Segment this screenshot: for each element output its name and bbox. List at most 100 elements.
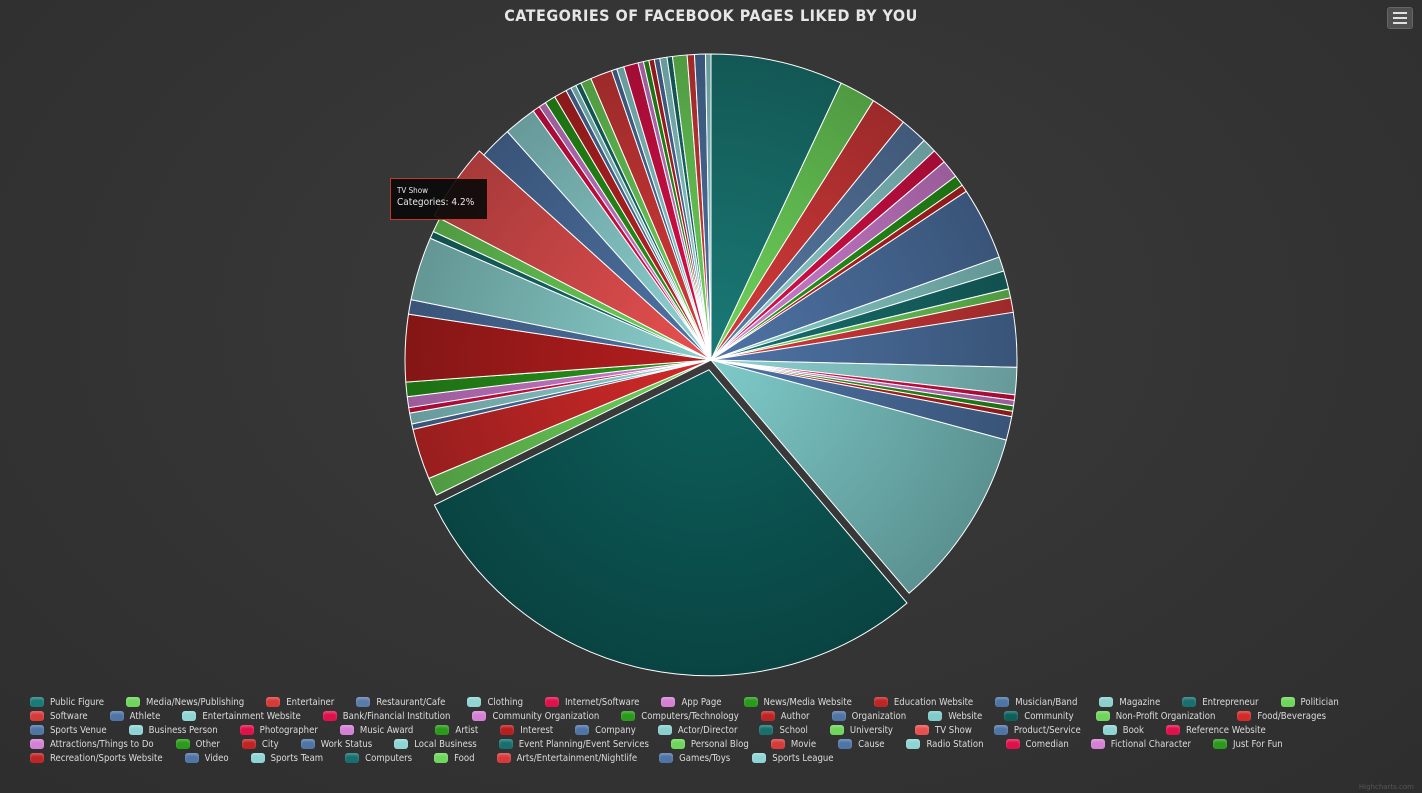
legend-swatch (467, 697, 482, 707)
legend-swatch (657, 725, 672, 735)
hamburger-menu-icon[interactable] (1387, 7, 1413, 29)
legend-item[interactable]: Food (434, 751, 475, 765)
legend-label: Software (50, 710, 88, 722)
legend-item[interactable]: Music Award (339, 723, 413, 737)
pie-slice-community[interactable] (433, 369, 908, 677)
legend-item[interactable]: School (759, 723, 808, 737)
legend-item[interactable]: Sports League (752, 751, 834, 765)
legend-item[interactable]: Sports Team (250, 751, 323, 765)
legend-item[interactable]: Recreation/Sports Website (30, 751, 163, 765)
legend-label: Local Business (414, 738, 477, 750)
legend-swatch (435, 725, 450, 735)
pie-slice-sports-league[interactable] (704, 53, 712, 361)
legend-item[interactable]: Personal Blog (670, 737, 749, 751)
legend-label: Artist (455, 724, 479, 736)
legend-swatch (759, 725, 774, 735)
legend-item[interactable]: Education Website (873, 695, 973, 709)
pie-slice-public-figure[interactable] (710, 53, 842, 361)
legend-item[interactable]: Reference Website (1166, 723, 1266, 737)
legend-item[interactable]: Artist (435, 723, 478, 737)
legend-item[interactable]: Athlete (109, 709, 161, 723)
legend-item[interactable]: Arts/Entertainment/Nightlife (496, 751, 637, 765)
legend-item[interactable]: Product/Service (993, 723, 1081, 737)
legend-item[interactable]: Book (1102, 723, 1144, 737)
credits-link[interactable]: Highcharts.com (1358, 783, 1414, 791)
legend-item[interactable]: Photographer (239, 723, 318, 737)
legend-item[interactable]: Attractions/Things to Do (30, 737, 154, 751)
legend-label: Author (780, 710, 810, 722)
legend-item[interactable]: Movie (770, 737, 816, 751)
legend-item[interactable]: City (241, 737, 279, 751)
legend-item[interactable]: Entertainer (266, 695, 334, 709)
legend-item[interactable]: Other (175, 737, 220, 751)
legend-label: Product/Service (1013, 724, 1081, 736)
legend-swatch (1099, 697, 1114, 707)
legend-label: Business Person (148, 724, 218, 736)
legend-label: Community (1024, 710, 1074, 722)
legend-item[interactable]: Cause (838, 737, 884, 751)
legend-item[interactable]: Computers (345, 751, 412, 765)
legend-item[interactable]: Media/News/Publishing (126, 695, 244, 709)
legend-item[interactable]: Non-Profit Organization (1095, 709, 1216, 723)
legend-item[interactable]: Bank/Financial Institution (322, 709, 450, 723)
legend-item[interactable]: TV Show (914, 723, 972, 737)
legend-item[interactable]: Games/Toys (659, 751, 730, 765)
legend-item[interactable]: Just For Fun (1213, 737, 1283, 751)
pie-slices (404, 53, 1018, 677)
pie-chart (404, 53, 1018, 677)
legend-item[interactable]: Software (30, 709, 88, 723)
legend-item[interactable]: Actor/Director (657, 723, 737, 737)
legend-swatch (1166, 725, 1180, 735)
legend-item[interactable]: Interest (500, 723, 553, 737)
pie-slice-website[interactable] (710, 359, 1007, 594)
legend-item[interactable]: News/Media Website (743, 695, 852, 709)
legend-item[interactable]: Magazine (1099, 695, 1160, 709)
legend-item[interactable]: Local Business (394, 737, 477, 751)
legend-item[interactable]: Company (575, 723, 636, 737)
legend-label: Just For Fun (1233, 738, 1283, 750)
legend-item[interactable]: Radio Station (906, 737, 984, 751)
legend-item[interactable]: Website (928, 709, 982, 723)
legend-label: Reference Website (1186, 724, 1266, 736)
legend-swatch (752, 753, 767, 763)
legend-item[interactable]: Internet/Software (545, 695, 639, 709)
legend-swatch (322, 711, 337, 721)
legend-item[interactable]: Organization (831, 709, 906, 723)
legend-item[interactable]: Musician/Band (995, 695, 1077, 709)
legend-swatch (743, 697, 758, 707)
legend-label: Website (948, 710, 983, 722)
legend-item[interactable]: Food/Beverages (1237, 709, 1326, 723)
legend-item[interactable]: Work Status (300, 737, 372, 751)
legend-swatch (1004, 711, 1019, 721)
legend-label: Media/News/Publishing (146, 696, 245, 708)
legend-item[interactable]: University (829, 723, 893, 737)
legend-item[interactable]: Clothing (467, 695, 523, 709)
legend-label: Non-Profit Organization (1115, 710, 1216, 722)
legend-swatch (831, 711, 846, 721)
legend-swatch (1095, 711, 1110, 721)
legend-item[interactable]: Comedian (1005, 737, 1069, 751)
legend-item[interactable]: Business Person (128, 723, 218, 737)
legend-item[interactable]: Fictional Character (1090, 737, 1191, 751)
legend-item[interactable]: App Page (661, 695, 722, 709)
legend-label: Athlete (129, 710, 161, 722)
legend-item[interactable]: Community Organization (472, 709, 599, 723)
legend-item[interactable]: Entrepreneur (1182, 695, 1259, 709)
legend-item[interactable]: Politician (1280, 695, 1339, 709)
legend-item[interactable]: Public Figure (30, 695, 104, 709)
legend-item[interactable]: Video (184, 751, 229, 765)
legend-item[interactable]: Author (760, 709, 810, 723)
legend-item[interactable]: Sports Venue (30, 723, 107, 737)
legend-label: Internet/Software (565, 696, 640, 708)
legend-swatch (575, 725, 590, 735)
legend-swatch (928, 711, 943, 721)
legend-item[interactable]: Computers/Technology (621, 709, 739, 723)
legend-item[interactable]: Event Planning/Event Services (498, 737, 649, 751)
legend-swatch (30, 753, 44, 763)
legend-item[interactable]: Entertainment Website (182, 709, 301, 723)
legend-item[interactable]: Restaurant/Cafe (356, 695, 445, 709)
legend-swatch (182, 711, 197, 721)
legend-item[interactable]: Community (1004, 709, 1074, 723)
legend-label: Photographer (259, 724, 318, 736)
legend-swatch (30, 739, 44, 749)
